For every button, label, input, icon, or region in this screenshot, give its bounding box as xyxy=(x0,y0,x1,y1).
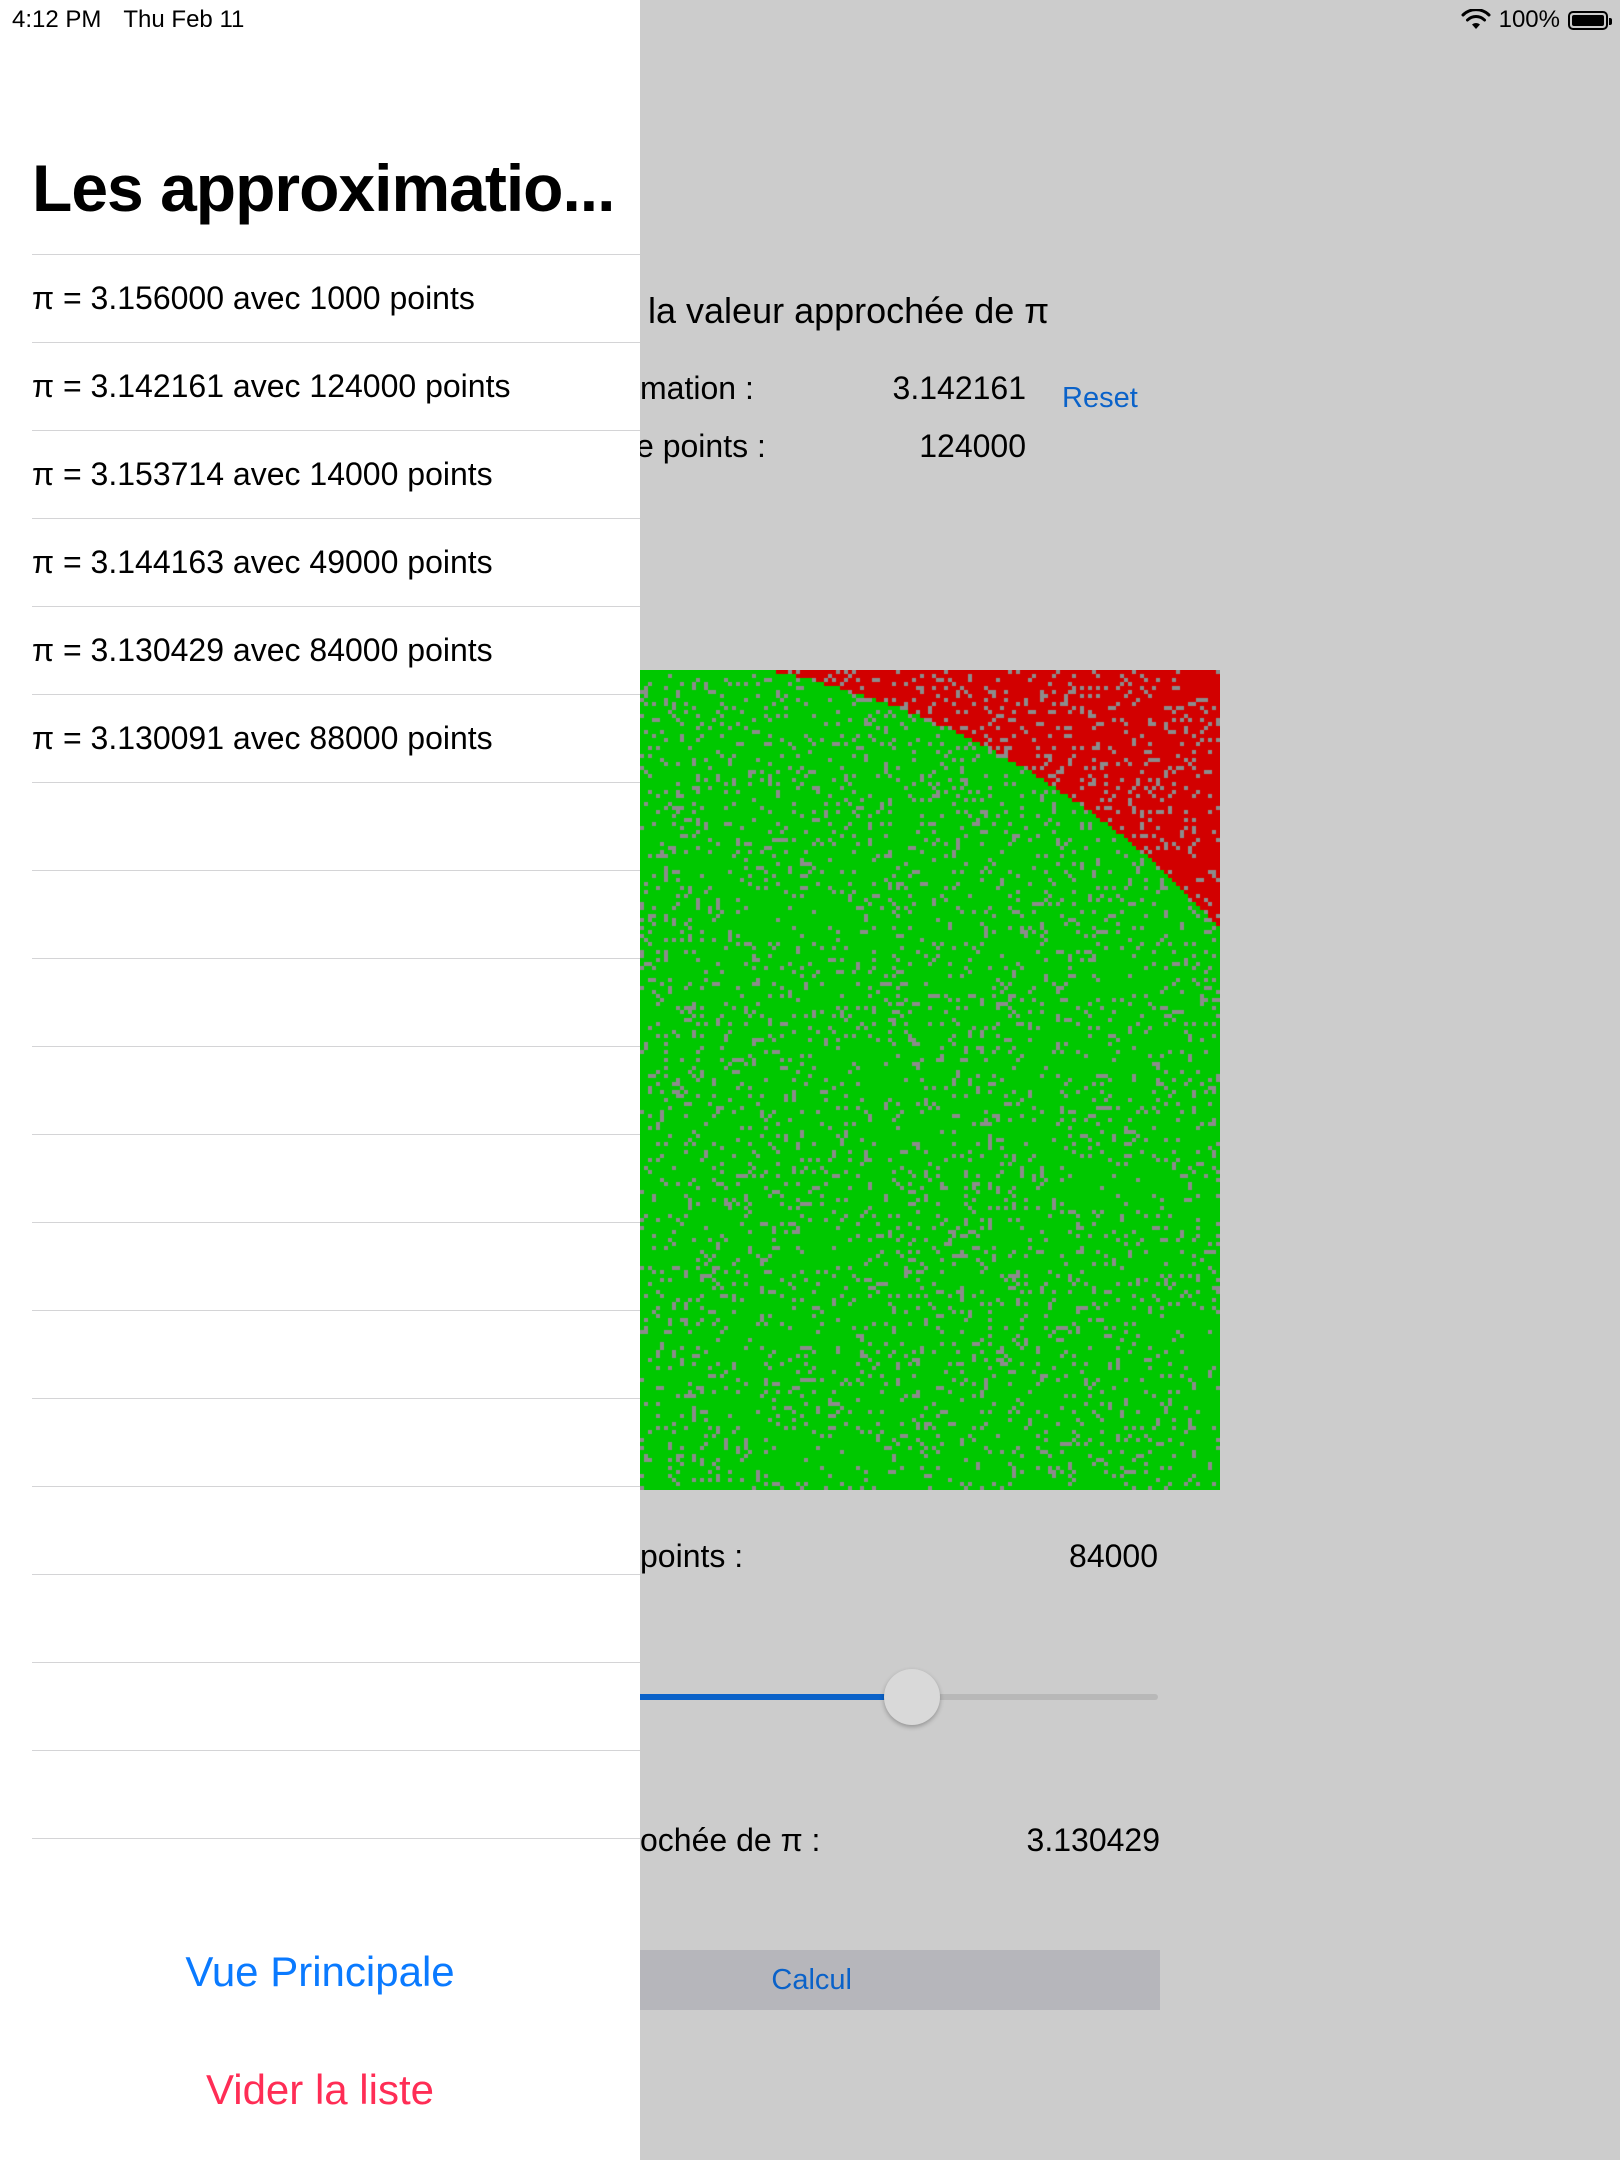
result-label: ochée de π : xyxy=(640,1822,821,1858)
empty-list-row xyxy=(32,870,640,958)
empty-list-row xyxy=(32,1398,640,1486)
approximations-panel: Les approximatio... π = 3.156000 avec 10… xyxy=(0,0,640,2160)
monte-carlo-canvas xyxy=(600,670,1220,1490)
reset-button[interactable]: Reset xyxy=(1062,382,1138,414)
empty-list-row xyxy=(32,1750,640,1839)
empty-list-row xyxy=(32,1486,640,1574)
approximation-label: mation : xyxy=(640,370,754,406)
total-points-label: e points : xyxy=(636,428,766,464)
list-item[interactable]: π = 3.156000 avec 1000 points xyxy=(32,254,640,342)
list-item[interactable]: π = 3.153714 avec 14000 points xyxy=(32,430,640,518)
list-item[interactable]: π = 3.130091 avec 88000 points xyxy=(32,694,640,782)
total-points-value: 124000 xyxy=(919,428,1026,464)
battery-percent: 100% xyxy=(1498,6,1560,33)
empty-list-row xyxy=(32,1662,640,1750)
battery-icon xyxy=(1568,10,1612,30)
status-bar-left: 4:12 PM Thu Feb 11 xyxy=(12,6,244,34)
wifi-icon xyxy=(1461,9,1491,29)
list-item[interactable]: π = 3.144163 avec 49000 points xyxy=(32,518,640,606)
points-value: 84000 xyxy=(1069,1538,1158,1574)
slider-fill xyxy=(600,1694,913,1700)
status-date: Thu Feb 11 xyxy=(123,6,245,33)
empty-list-row xyxy=(32,1046,640,1134)
calcul-button[interactable]: Calcul xyxy=(600,1950,1160,2010)
clear-list-button[interactable]: Vider la liste xyxy=(0,2066,640,2114)
main-title: la valeur approchée de π xyxy=(648,290,1050,331)
list-item[interactable]: π = 3.142161 avec 124000 points xyxy=(32,342,640,430)
empty-list-row xyxy=(32,958,640,1046)
empty-list-row xyxy=(32,1574,640,1662)
points-slider[interactable] xyxy=(600,1694,1158,1700)
empty-list-row xyxy=(32,1222,640,1310)
calcul-button-label: Calcul xyxy=(771,1963,852,1996)
result-value: 3.130429 xyxy=(1026,1822,1160,1858)
status-bar-right: 100% xyxy=(1461,6,1612,34)
slider-thumb[interactable] xyxy=(884,1669,941,1725)
main-view-button[interactable]: Vue Principale xyxy=(0,1948,640,1996)
empty-list-row xyxy=(32,782,640,870)
approximations-list: π = 3.156000 avec 1000 points π = 3.1421… xyxy=(32,254,640,1839)
empty-list-row xyxy=(32,1134,640,1222)
empty-list-row xyxy=(32,1310,640,1398)
list-item[interactable]: π = 3.130429 avec 84000 points xyxy=(32,606,640,694)
approximation-value: 3.142161 xyxy=(892,370,1026,406)
status-time: 4:12 PM xyxy=(12,6,102,33)
points-label: points : xyxy=(640,1538,744,1574)
panel-title: Les approximatio... xyxy=(32,151,615,225)
